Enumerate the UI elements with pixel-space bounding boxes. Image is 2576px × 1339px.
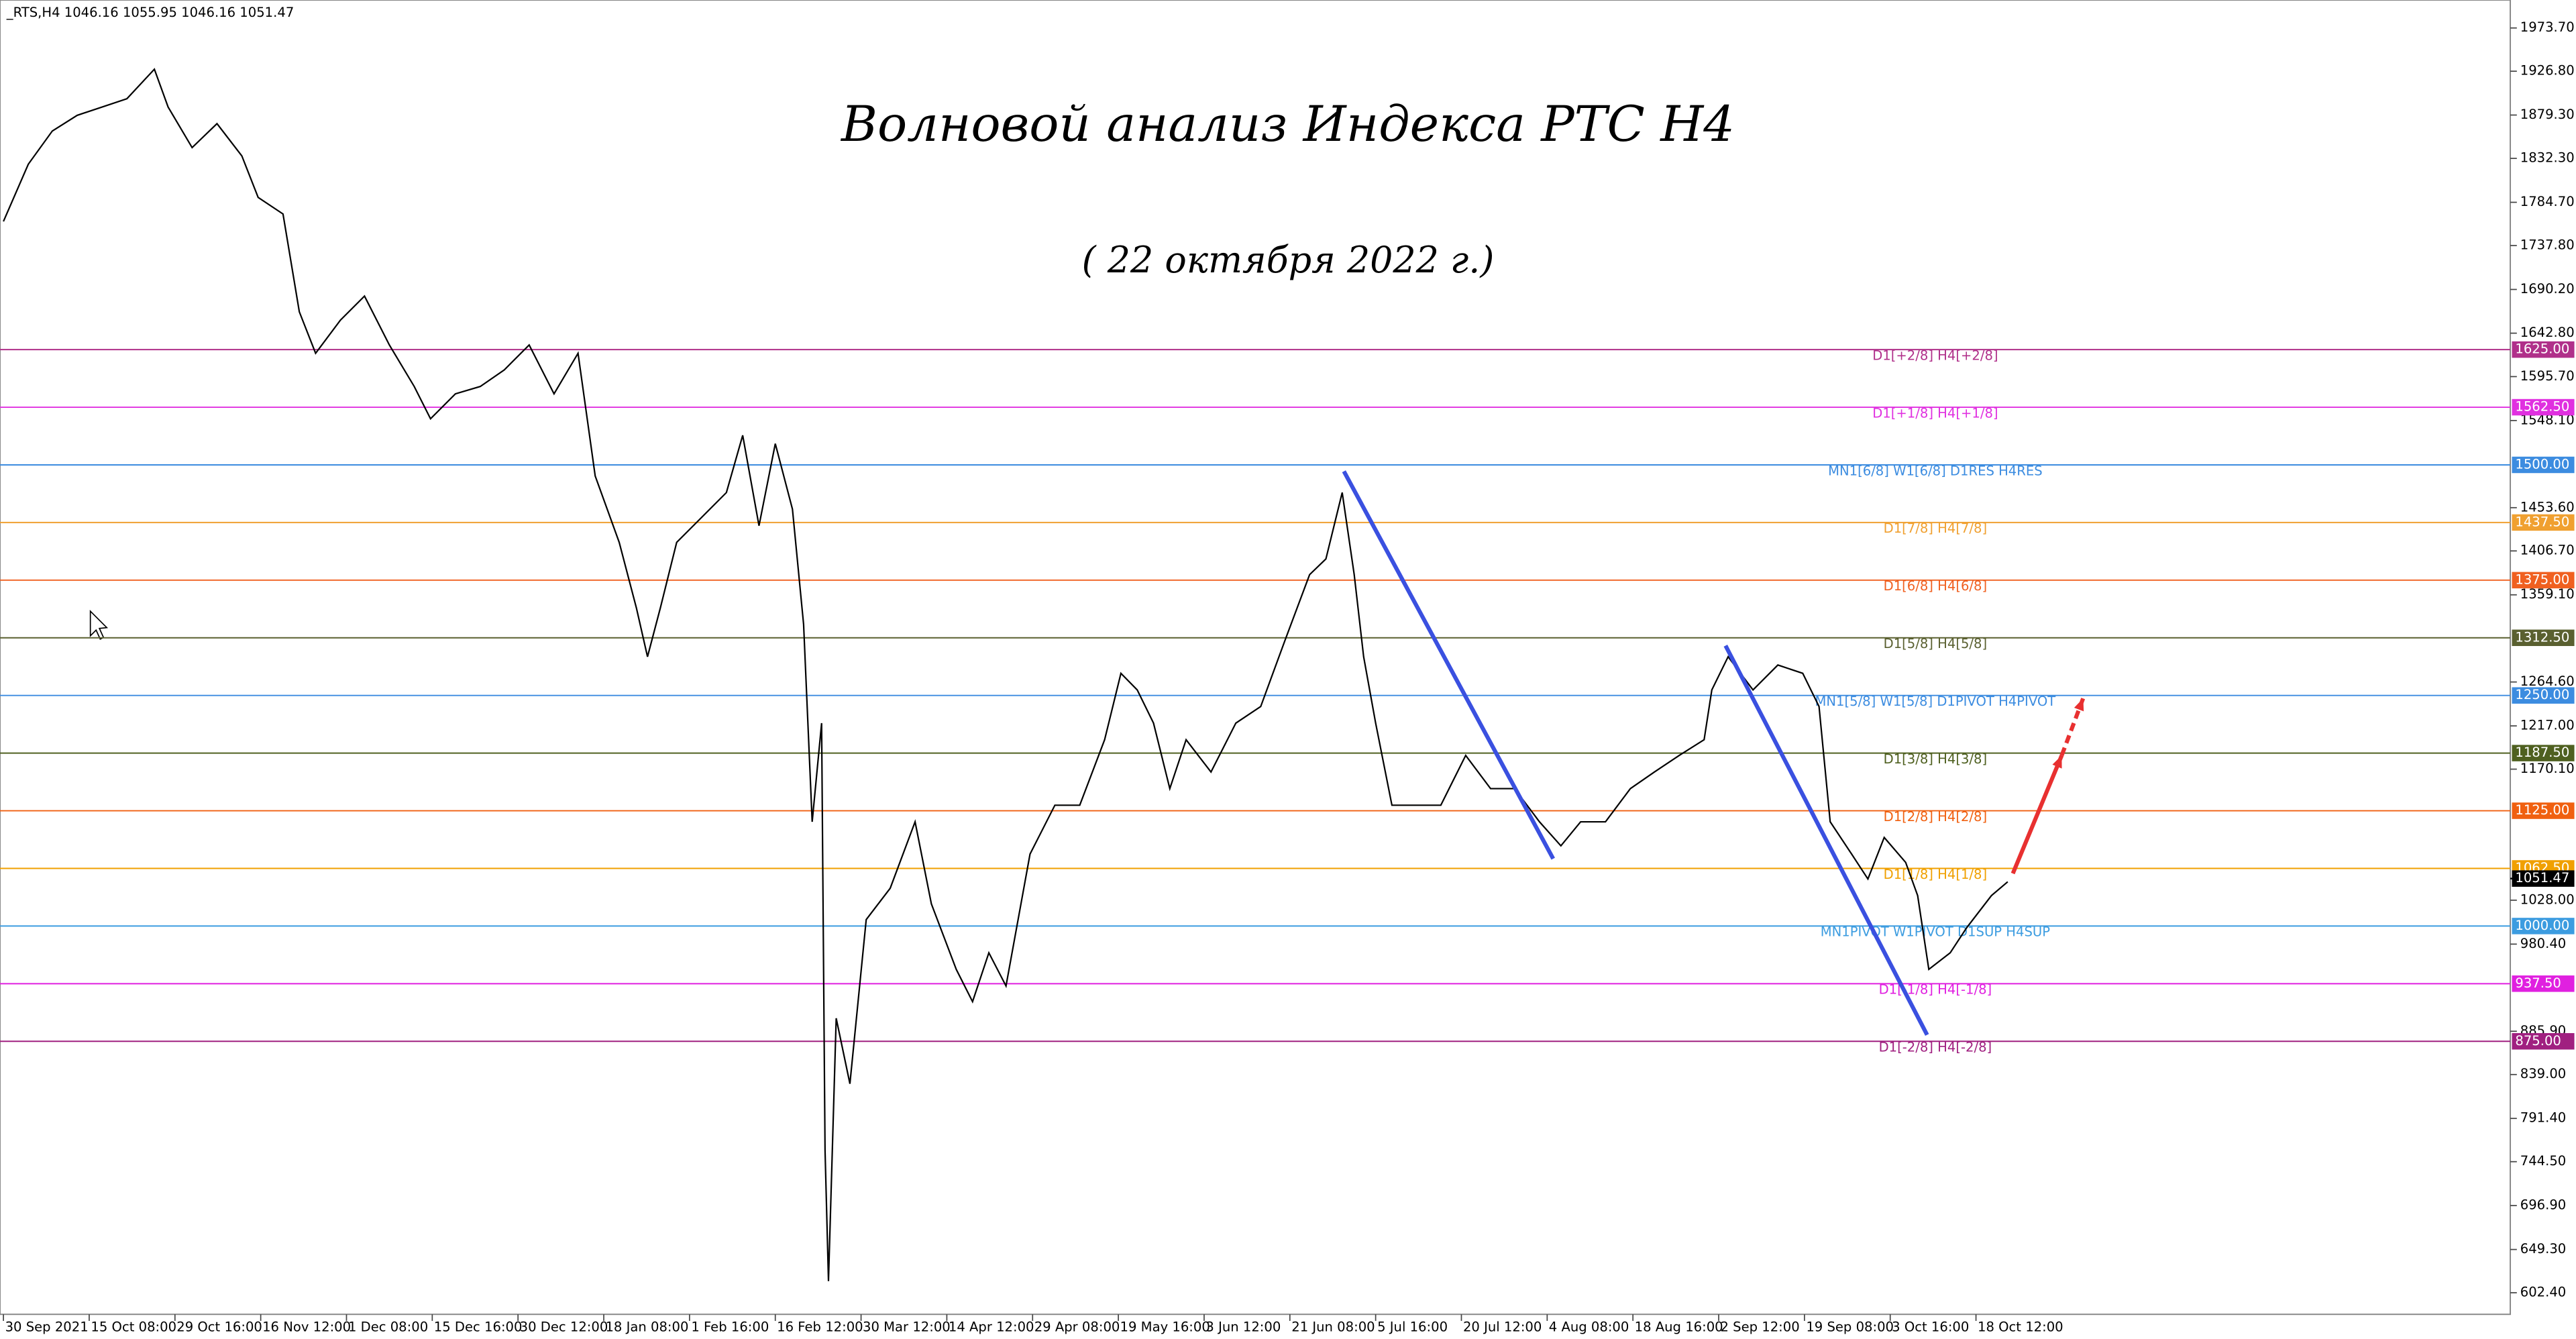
level-label: 1000.00 [2515, 918, 2569, 933]
level-box [2512, 687, 2575, 704]
x-tick-label: 18 Oct 12:00 [1978, 1319, 2063, 1334]
y-tick-label: 1028.00 [2520, 892, 2575, 907]
level-text: D1[2/8] H4[2/8] [1884, 809, 1988, 824]
y-tick-label: 1595.70 [2520, 368, 2575, 384]
level-label: 1250.00 [2515, 687, 2569, 702]
arrow-head [2052, 755, 2062, 769]
level-box [2512, 745, 2575, 761]
current-price-label: 1051.47 [2515, 870, 2569, 886]
y-tick-label: 1784.70 [2520, 194, 2575, 209]
y-tick-label: 1973.70 [2520, 19, 2575, 35]
x-tick-label: 1 Dec 08:00 [348, 1319, 428, 1334]
level-box [2512, 629, 2575, 647]
x-tick-label: 30 Sep 2021 [5, 1319, 89, 1334]
plot-frame [0, 0, 2512, 1316]
level-box [2512, 456, 2575, 474]
x-tick-label: 30 Dec 12:00 [520, 1319, 608, 1334]
x-tick-label: 18 Jan 08:00 [605, 1319, 688, 1334]
y-tick-label: 1832.30 [2520, 150, 2575, 166]
level-box [2512, 398, 2575, 416]
x-tick-label: 30 Mar 12:00 [863, 1319, 951, 1334]
level-text: D1[+2/8] H4[+2/8] [1872, 347, 1998, 363]
level-label: 1312.50 [2515, 629, 2569, 645]
trend-line [2010, 754, 2064, 875]
trend-line [2059, 697, 2086, 757]
level-box [2512, 975, 2575, 992]
level-text: MN1[5/8] W1[5/8] D1PIVOT H4PIVOT [1815, 694, 2057, 709]
y-tick-label: 696.90 [2520, 1197, 2567, 1213]
level-label: 875.00 [2515, 1033, 2561, 1049]
y-tick-label: 1690.20 [2520, 281, 2575, 297]
level-label: 1187.50 [2515, 745, 2569, 760]
x-tick-label: 16 Nov 12:00 [262, 1319, 351, 1334]
y-tick-label: 1170.10 [2520, 761, 2575, 776]
y-tick-label: 1453.60 [2520, 499, 2575, 515]
level-text: D1[3/8] H4[3/8] [1884, 751, 1988, 767]
level-box [2512, 1033, 2575, 1050]
x-tick-label: 19 May 16:00 [1120, 1319, 1210, 1334]
level-box [2512, 802, 2575, 819]
level-box [2512, 918, 2575, 934]
price-line [3, 68, 2008, 1281]
level-label: 1625.00 [2515, 341, 2569, 357]
y-tick-label: 1926.80 [2520, 63, 2575, 78]
level-label: 937.50 [2515, 975, 2561, 991]
x-tick-label: 4 Aug 08:00 [1549, 1319, 1629, 1334]
chart-title: Волновой анализ Индекса РТС Н4 [840, 96, 1735, 153]
y-tick-label: 1264.60 [2520, 674, 2575, 689]
x-tick-label: 2 Sep 12:00 [1720, 1319, 1799, 1334]
y-tick-label: 1406.70 [2520, 543, 2575, 558]
y-tick-label: 980.40 [2520, 936, 2567, 951]
x-tick-label: 29 Apr 08:00 [1034, 1319, 1120, 1334]
level-label: 1500.00 [2515, 456, 2569, 472]
level-text: D1[1/8] H4[1/8] [1884, 867, 1988, 882]
level-text: D1[6/8] H4[6/8] [1884, 578, 1988, 594]
x-tick-label: 5 Jul 16:00 [1377, 1319, 1448, 1334]
level-text: D1[-2/8] H4[-2/8] [1879, 1040, 1992, 1055]
level-box [2512, 572, 2575, 589]
level-label: 1375.00 [2515, 572, 2569, 587]
trend-line [1342, 470, 1555, 860]
level-box [2512, 514, 2575, 531]
x-tick-label: 20 Jul 12:00 [1463, 1319, 1542, 1334]
x-tick-label: 15 Oct 08:00 [91, 1319, 176, 1334]
level-text: D1[-1/8] H4[-1/8] [1879, 982, 1992, 998]
y-tick-label: 744.50 [2520, 1153, 2567, 1169]
trend-line [1723, 645, 1929, 1036]
x-tick-label: 18 Aug 16:00 [1635, 1319, 1723, 1334]
level-label: 1437.50 [2515, 514, 2569, 529]
y-tick-label: 649.30 [2520, 1241, 2567, 1256]
x-tick-label: 14 Apr 12:00 [949, 1319, 1034, 1334]
y-tick-label: 602.40 [2520, 1285, 2567, 1300]
y-tick-label: 1359.10 [2520, 586, 2575, 602]
y-tick-label: 839.00 [2520, 1066, 2567, 1081]
current-price-box [2512, 870, 2575, 887]
level-label: 1562.50 [2515, 399, 2569, 415]
x-tick-label: 1 Feb 16:00 [691, 1319, 769, 1334]
y-tick-label: 1548.10 [2520, 412, 2575, 427]
y-tick-label: 1737.80 [2520, 237, 2575, 253]
x-tick-label: 3 Jun 12:00 [1205, 1319, 1281, 1334]
x-tick-label: 3 Oct 16:00 [1892, 1319, 1969, 1334]
level-text: D1[7/8] H4[7/8] [1884, 521, 1988, 536]
level-text: MN1PIVOT W1PIVOT D1SUP H4SUP [1821, 924, 2051, 940]
y-tick-label: 1217.00 [2520, 718, 2575, 733]
x-tick-label: 29 Oct 16:00 [176, 1319, 262, 1334]
level-text: D1[5/8] H4[5/8] [1884, 636, 1988, 651]
header: _RTS,H4 1046.16 1055.95 1046.16 1051.47 [6, 5, 294, 20]
level-text: D1[+1/8] H4[+1/8] [1872, 405, 1998, 421]
arrow-head [2074, 698, 2084, 712]
y-tick-label: 791.40 [2520, 1110, 2567, 1126]
y-tick-label: 1642.80 [2520, 325, 2575, 340]
x-tick-label: 21 Jun 08:00 [1291, 1319, 1375, 1334]
y-tick-label: 1879.30 [2520, 107, 2575, 122]
level-box [2512, 341, 2575, 358]
level-label: 1125.00 [2515, 802, 2569, 818]
x-tick-label: 15 Dec 16:00 [434, 1319, 523, 1334]
chart-subtitle: ( 22 октября 2022 г.) [1082, 239, 1495, 281]
x-tick-label: 16 Feb 12:00 [777, 1319, 863, 1334]
x-tick-label: 19 Sep 08:00 [1806, 1319, 1894, 1334]
level-text: MN1[6/8] W1[6/8] D1RES H4RES [1828, 463, 2043, 478]
